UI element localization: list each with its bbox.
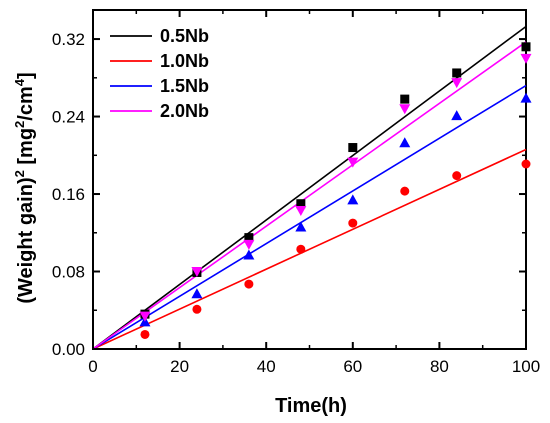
data-point-1-5nb <box>520 92 532 103</box>
data-point-1-0nb <box>348 218 358 228</box>
data-point-2-0nb <box>399 104 411 115</box>
legend-label-1-0nb: 1.0Nb <box>160 51 209 71</box>
x-tick-label: 80 <box>430 357 449 376</box>
x-tick-label: 40 <box>257 357 276 376</box>
data-points <box>139 42 532 339</box>
legend-label-2-0nb: 2.0Nb <box>160 101 209 121</box>
data-point-1-0nb <box>192 304 202 314</box>
x-tick-label: 60 <box>343 357 362 376</box>
data-point-0-5nb <box>348 143 358 153</box>
data-point-1-0nb <box>400 186 410 196</box>
y-tick-label: 0.24 <box>52 108 85 127</box>
x-axis-title: Time(h) <box>275 395 347 417</box>
data-point-1-5nb <box>399 137 411 148</box>
fit-line-1-0nb <box>92 148 527 350</box>
data-point-1-0nb <box>244 279 254 289</box>
data-point-0-5nb <box>452 68 462 78</box>
data-point-2-0nb <box>520 53 532 64</box>
data-point-2-0nb <box>347 157 359 168</box>
data-point-2-0nb <box>243 239 255 250</box>
data-point-1-5nb <box>295 221 307 232</box>
data-point-1-0nb <box>140 329 150 339</box>
data-point-1-5nb <box>451 110 463 121</box>
data-point-0-5nb <box>400 94 410 104</box>
legend-label-0-5nb: 0.5Nb <box>160 26 209 46</box>
y-tick-label: 0.08 <box>52 263 85 282</box>
data-point-2-0nb <box>139 311 151 322</box>
data-point-0-5nb <box>244 233 254 243</box>
data-point-1-0nb <box>521 159 531 169</box>
x-tick-label: 20 <box>170 357 189 376</box>
fit-line-2-0nb <box>92 41 527 350</box>
data-point-1-5nb <box>243 249 255 260</box>
data-point-2-0nb <box>451 78 463 89</box>
y-tick-label: 0.00 <box>52 340 85 359</box>
axes: 0 20 40 60 80 100 0.00 0.08 0.16 0.24 0.32 <box>52 10 540 376</box>
legend-label-1-5nb: 1.5Nb <box>160 76 209 96</box>
data-point-0-5nb <box>521 42 531 52</box>
y-tick-label: 0.32 <box>52 30 85 49</box>
y-axis-title: (Weight gain)2 [mg2/cm4] <box>12 72 37 303</box>
data-point-1-0nb <box>296 244 306 254</box>
data-point-2-0nb <box>295 205 307 216</box>
data-point-0-5nb <box>296 199 306 209</box>
data-point-1-5nb <box>347 194 359 205</box>
data-point-1-5nb <box>191 288 203 299</box>
x-tick-label: 100 <box>512 357 540 376</box>
fit-line-1-5nb <box>92 84 527 350</box>
data-point-1-0nb <box>452 171 462 181</box>
y-tick-label: 0.16 <box>52 185 85 204</box>
x-tick-label: 0 <box>88 357 97 376</box>
data-point-2-0nb <box>191 267 203 278</box>
legend: 0.5Nb 1.0Nb 1.5Nb 2.0Nb <box>110 26 209 121</box>
